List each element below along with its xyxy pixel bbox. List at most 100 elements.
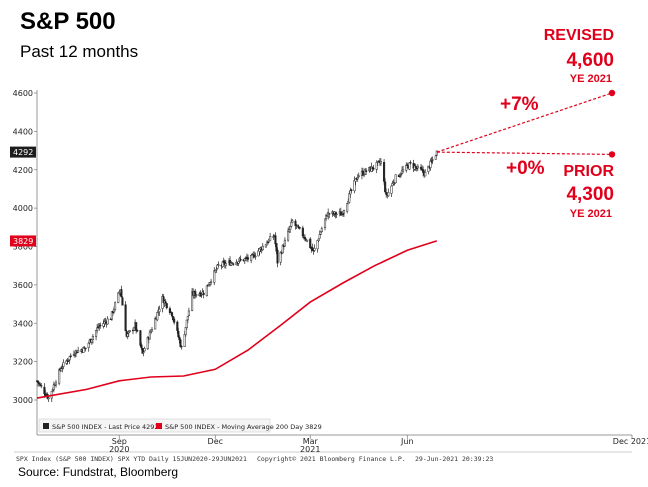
candle-body [215,269,218,271]
candle-body [402,169,405,172]
candle-body [283,239,286,247]
candle-body [268,239,271,243]
candle-body [77,350,80,353]
candle-body [430,160,433,162]
candle-body [96,327,99,331]
candle-body [133,327,136,331]
candle-body [185,319,188,328]
candle-body [124,304,127,332]
candle-body [303,237,307,240]
x-tick-label: Sep [112,437,127,446]
candle-body [150,329,154,332]
candle-body [121,297,124,306]
candle-body [296,225,299,227]
candle-body [318,234,321,239]
legend-price: S&P 500 INDEX - Last Price 4292 [52,423,159,431]
prior-sub: YE 2021 [570,208,612,220]
legend-swatch-ma [156,423,162,429]
chart-title: S&P 500 [20,8,116,35]
candle-body [232,263,235,265]
candle-body [195,294,198,296]
candle-body [168,308,171,314]
candle-body [306,239,309,242]
candle-body [186,316,189,321]
candle-body [354,178,357,182]
candle-body [294,220,297,226]
candle-body [356,177,359,180]
candle-body [435,150,438,156]
candle-body [265,242,269,246]
candle-body [139,330,142,346]
candle-body [279,251,282,263]
candle-body [429,160,432,168]
candle-body [38,382,41,384]
candle-body [202,292,205,295]
projection-line-prior [436,151,613,155]
candle-body [328,213,331,215]
y-tick-label: 3800 [13,243,33,252]
candle-body [341,213,344,215]
candle-body [58,369,61,384]
candle-body [221,261,224,267]
legend-swatch-price [43,423,49,429]
candle-body [176,321,179,331]
x-tick-label: Dec 2021 [613,437,648,446]
candle-body [398,175,401,177]
y-axis: 3000 3200 3400 3600 3800 4000 4200 4400 4600 [13,89,37,405]
candle-body [272,236,275,238]
y-tick-label: 4400 [13,127,33,136]
legend-ma: S&P 500 INDEX - Moving Average 200 Day 3… [165,423,322,431]
candle-body [54,382,58,386]
candle-body [325,214,328,219]
projection-line-revised [436,92,613,153]
candle-body [434,155,437,160]
candle-body [87,342,90,349]
candle-body [274,235,277,245]
candle-body [82,346,85,353]
candle-body [424,171,427,177]
candle-body [383,161,386,182]
candle-body [301,227,304,237]
candle-body [342,210,346,214]
candle-body [416,165,419,169]
candle-body [409,162,412,164]
candle-body [180,345,183,348]
footer-right: 29-Jun-2021 20:39:23 [415,455,493,463]
candle-body [120,289,123,298]
prior-value: 4,300 [566,184,614,205]
candle-body [276,249,279,264]
candle-body [316,240,319,250]
candle-body [73,354,77,356]
candle-body [178,336,181,341]
candle-body [405,165,408,171]
ma200-line [36,240,438,399]
candle-body [148,331,151,340]
candle-body [91,335,94,340]
candle-body [406,164,409,166]
candle-body [346,203,349,212]
candle-body [66,360,69,362]
candle-body [320,228,323,232]
candle-body [165,303,168,309]
candle-body [349,190,352,195]
candle-body [135,322,138,331]
candle-body [62,362,65,367]
prior-label: PRIOR [563,163,614,180]
candle-body [154,318,157,330]
candle-body [269,236,272,241]
source-note: Source: Fundstrat, Bloomberg [18,465,179,479]
candle-body [187,310,190,317]
candle-body [237,261,240,264]
candle-body [68,356,71,361]
candle-body [84,347,87,350]
candle-body [291,220,294,223]
candle-body [264,244,267,248]
candle-body [254,255,257,258]
y-tick-label: 3000 [13,396,33,405]
candle-body [287,230,290,241]
revised-pct: +7% [500,94,539,115]
candle-body [143,348,146,352]
candle-body [194,291,197,297]
candle-body [250,255,253,261]
